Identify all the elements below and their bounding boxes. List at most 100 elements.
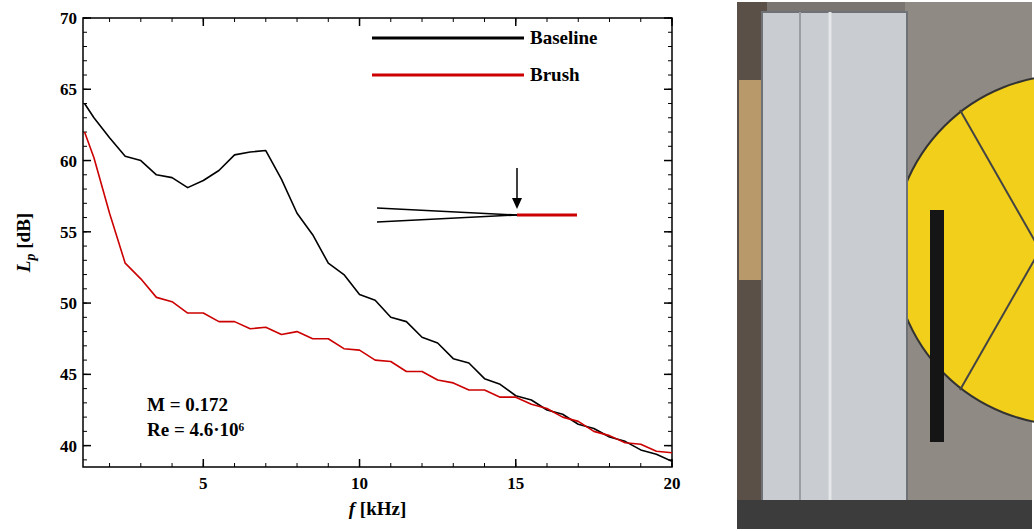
y-tick	[83, 374, 91, 376]
y-minor-tick	[668, 174, 672, 175]
y-label-part: [dB]	[13, 213, 34, 254]
y-tick-label: 60	[60, 152, 77, 171]
y-minor-tick	[668, 203, 672, 204]
x-label-part: [kHz]	[355, 498, 406, 519]
x-minor-tick	[265, 463, 266, 467]
y-minor-tick	[83, 260, 87, 261]
y-tick	[664, 17, 672, 19]
y-tick	[83, 160, 91, 162]
x-minor-tick	[265, 18, 266, 22]
y-tick-label: 50	[60, 294, 77, 313]
x-minor-tick	[672, 463, 673, 467]
y-tick	[664, 302, 672, 304]
y-minor-tick	[668, 274, 672, 275]
x-minor-tick	[359, 18, 360, 22]
y-minor-tick	[668, 303, 672, 304]
x-tick-label: 20	[664, 474, 681, 493]
y-tick-label: 55	[60, 223, 77, 242]
x-minor-tick	[578, 18, 579, 22]
legend-swatch	[372, 37, 524, 40]
y-minor-tick	[83, 89, 87, 90]
annotation: Re = 4.6·10⁶	[147, 419, 245, 440]
y-minor-tick	[668, 189, 672, 190]
x-minor-tick	[422, 18, 423, 22]
x-minor-tick	[109, 463, 110, 467]
x-tick-label: 5	[199, 474, 208, 493]
x-tick	[359, 18, 361, 26]
y-minor-tick	[83, 146, 87, 147]
y-tick	[83, 89, 91, 91]
y-minor-tick	[668, 445, 672, 446]
y-minor-tick	[668, 231, 672, 232]
y-tick	[83, 302, 91, 304]
y-minor-tick	[668, 331, 672, 332]
x-minor-tick	[609, 18, 610, 22]
x-axis-label: f [kHz]	[349, 498, 407, 519]
x-minor-tick	[547, 18, 548, 22]
legend-label: Baseline	[530, 27, 598, 48]
x-tick	[203, 459, 205, 467]
y-tick	[664, 231, 672, 233]
y-minor-tick	[668, 18, 672, 19]
y-minor-tick	[83, 160, 87, 161]
y-minor-tick	[83, 75, 87, 76]
y-minor-tick	[83, 374, 87, 375]
y-minor-tick	[83, 117, 87, 118]
y-minor-tick	[83, 445, 87, 446]
x-tick	[515, 459, 517, 467]
y-minor-tick	[668, 431, 672, 432]
x-minor-tick	[297, 463, 298, 467]
x-minor-tick	[328, 18, 329, 22]
x-minor-tick	[515, 463, 516, 467]
y-minor-tick	[83, 459, 87, 460]
y-tick	[664, 445, 672, 447]
photo-airfoil-line	[799, 12, 801, 512]
x-minor-tick	[359, 463, 360, 467]
y-minor-tick	[668, 246, 672, 247]
y-minor-tick	[668, 46, 672, 47]
photo-airfoil	[762, 12, 907, 512]
series-group	[85, 104, 672, 462]
y-minor-tick	[668, 132, 672, 133]
x-tick	[671, 18, 673, 26]
photo-strut	[960, 250, 1034, 390]
y-tick	[664, 89, 672, 91]
x-minor-tick	[609, 463, 610, 467]
y-minor-tick	[83, 231, 87, 232]
annotation: M = 0.172	[147, 394, 228, 415]
y-minor-tick	[668, 374, 672, 375]
x-tick-label: 10	[351, 474, 368, 493]
x-minor-tick	[453, 463, 454, 467]
y-axis-label: Lp [dB]	[13, 213, 38, 273]
y-minor-tick	[668, 360, 672, 361]
y-minor-tick	[668, 345, 672, 346]
y-tick	[664, 160, 672, 162]
x-tick-label: 15	[507, 474, 524, 493]
y-minor-tick	[83, 317, 87, 318]
y-minor-tick	[83, 32, 87, 33]
photo-disc	[893, 75, 1034, 425]
y-minor-tick	[668, 160, 672, 161]
y-tick	[83, 445, 91, 447]
x-minor-tick	[422, 463, 423, 467]
photo-strut	[960, 110, 1034, 250]
airfoil-sketch	[377, 208, 517, 215]
y-minor-tick	[83, 331, 87, 332]
y-minor-tick	[668, 417, 672, 418]
y-tick-label: 70	[60, 9, 77, 28]
y-minor-tick	[668, 103, 672, 104]
y-tick	[83, 231, 91, 233]
y-minor-tick	[668, 402, 672, 403]
y-minor-tick	[83, 174, 87, 175]
y-minor-tick	[83, 189, 87, 190]
brush-sketch	[517, 214, 577, 217]
x-minor-tick	[640, 18, 641, 22]
y-minor-tick	[668, 89, 672, 90]
x-minor-tick	[172, 463, 173, 467]
y-minor-tick	[83, 203, 87, 204]
x-minor-tick	[640, 463, 641, 467]
x-minor-tick	[234, 18, 235, 22]
y-minor-tick	[83, 18, 87, 19]
plot-frame	[83, 18, 672, 467]
x-minor-tick	[578, 463, 579, 467]
